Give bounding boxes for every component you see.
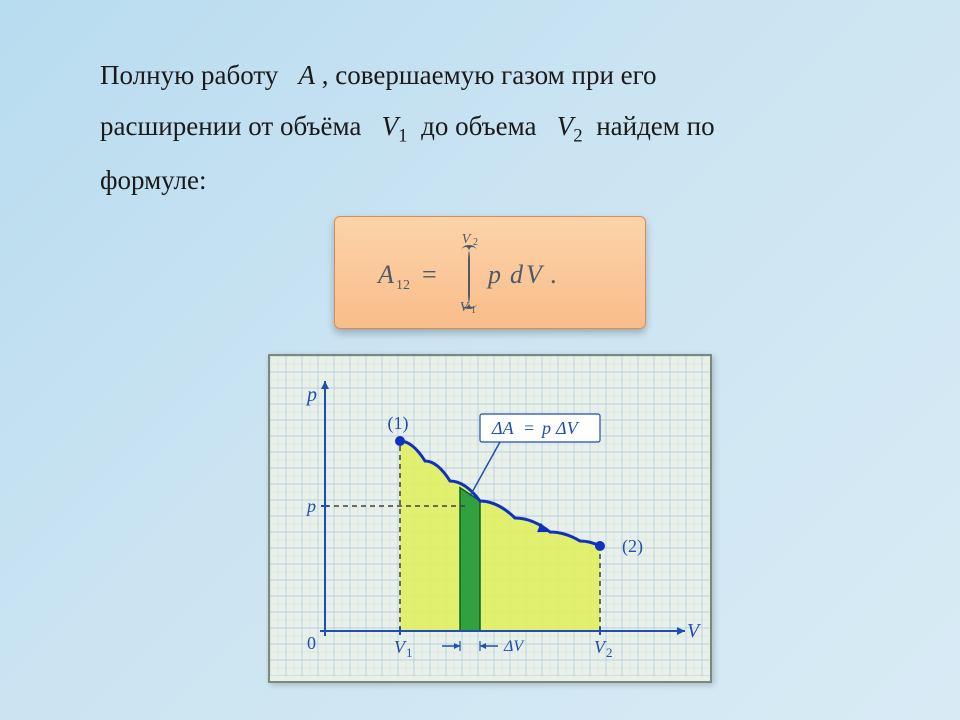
svg-text:1: 1	[406, 645, 413, 660]
svg-text:2: 2	[473, 237, 478, 248]
svg-text:p: p	[486, 260, 501, 289]
svg-text:2: 2	[606, 645, 613, 660]
pv-chart: (1)(2)pV0pV1V2ΔVΔA=pΔV	[268, 354, 712, 683]
formula-box: A12=V2V1pdV.	[334, 216, 646, 329]
text-part: формуле:	[100, 165, 206, 195]
svg-text:ΔA: ΔA	[491, 418, 515, 438]
svg-text:p: p	[540, 418, 551, 438]
text-part: расширении от объёма	[100, 111, 361, 141]
svg-text:.: .	[550, 260, 557, 289]
svg-text:=: =	[422, 260, 437, 289]
var-A: A	[299, 60, 316, 90]
chart-svg: (1)(2)pV0pV1V2ΔVΔA=pΔV	[270, 356, 710, 676]
svg-text:0: 0	[307, 633, 316, 653]
var-V2: V2	[557, 111, 583, 141]
svg-text:(1): (1)	[388, 413, 409, 434]
text-part: , совершаемую газом при его	[322, 60, 657, 90]
svg-text:V: V	[460, 300, 470, 313]
text-part: Полную работу	[100, 60, 278, 90]
svg-text:(2): (2)	[622, 536, 643, 557]
svg-text:V: V	[462, 233, 472, 247]
svg-text:V: V	[526, 260, 545, 289]
svg-text:p: p	[305, 384, 317, 406]
chart-container: (1)(2)pV0pV1V2ΔVΔA=pΔV	[100, 354, 880, 683]
text-part: до объема	[414, 111, 536, 141]
svg-text:d: d	[510, 260, 524, 289]
formula: A12=V2V1pdV.	[360, 233, 620, 318]
text-part: найдем по	[589, 111, 714, 141]
svg-text:=: =	[524, 418, 534, 438]
svg-text:A: A	[376, 260, 394, 289]
svg-text:1: 1	[471, 305, 476, 313]
var-V1: V1	[382, 111, 408, 141]
svg-text:p: p	[305, 496, 316, 516]
explanation-text: Полную работу A , совершаемую газом при …	[100, 50, 880, 206]
svg-text:ΔV: ΔV	[503, 638, 525, 655]
slide-content: Полную работу A , совершаемую газом при …	[0, 0, 960, 720]
formula-svg: A12=V2V1pdV.	[360, 233, 620, 313]
svg-text:ΔV: ΔV	[555, 418, 580, 438]
svg-text:12: 12	[396, 278, 410, 293]
